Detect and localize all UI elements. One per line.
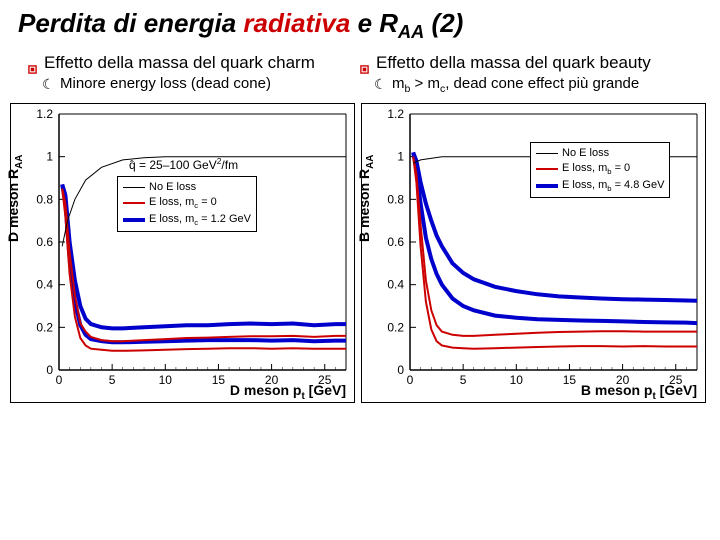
svg-text:0.2: 0.2 — [36, 321, 53, 335]
legend-swatch — [536, 153, 558, 154]
right-note: ☾ mb > mc, dead cone effect più grande — [360, 75, 692, 95]
legend-label: E loss, mb = 0 — [562, 161, 630, 178]
charts-row: 051015202500.20.40.60.811.2D meson RAAD … — [0, 101, 720, 403]
moon-icon: ☾ — [374, 76, 387, 93]
svg-text:0: 0 — [56, 373, 63, 387]
legend-swatch — [536, 184, 558, 188]
svg-text:0: 0 — [397, 363, 404, 377]
legend-label: E loss, mc = 1.2 GeV — [149, 212, 251, 229]
right-heading: Effetto della massa del quark beauty — [360, 53, 692, 73]
svg-text:5: 5 — [460, 373, 467, 387]
svg-text:0.6: 0.6 — [387, 235, 404, 249]
legend-item: No E loss — [536, 146, 664, 161]
y-axis-label: B meson RAA — [356, 155, 376, 242]
svg-text:15: 15 — [563, 373, 577, 387]
d-meson-chart: 051015202500.20.40.60.811.2D meson RAAD … — [10, 103, 355, 403]
title-part3: (2) — [424, 8, 463, 38]
svg-text:15: 15 — [212, 373, 226, 387]
svg-text:0.4: 0.4 — [36, 278, 53, 292]
legend-swatch — [123, 218, 145, 222]
legend-label: No E loss — [149, 180, 196, 195]
left-heading-text: Effetto della massa del quark charm — [44, 53, 315, 72]
chart-legend: No E lossE loss, mb = 0E loss, mb = 4.8 … — [530, 142, 670, 198]
x-axis-label: D meson pt [GeV] — [230, 382, 346, 402]
chart-legend: No E lossE loss, mc = 0E loss, mc = 1.2 … — [117, 176, 257, 232]
legend-swatch — [536, 168, 558, 170]
x-axis-label: B meson pt [GeV] — [581, 382, 697, 402]
svg-text:0: 0 — [407, 373, 414, 387]
legend-item: E loss, mc = 0 — [123, 195, 251, 212]
title-red: radiativa — [243, 8, 350, 38]
svg-text:0.4: 0.4 — [387, 278, 404, 292]
svg-text:1.2: 1.2 — [36, 107, 53, 121]
svg-text:10: 10 — [510, 373, 524, 387]
notes-row: ☾ Minore energy loss (dead cone) ☾ mb > … — [0, 75, 720, 101]
legend-item: E loss, mc = 1.2 GeV — [123, 212, 251, 229]
b-meson-chart: 051015202500.20.40.60.811.2B meson RAAB … — [361, 103, 706, 403]
svg-text:1.2: 1.2 — [387, 107, 404, 121]
title-part2: e R — [350, 8, 398, 38]
title-part1: Perdita di energia — [18, 8, 243, 38]
svg-text:0.2: 0.2 — [387, 321, 404, 335]
svg-text:0: 0 — [46, 363, 53, 377]
y-axis-label: D meson RAA — [5, 155, 25, 242]
svg-text:0.8: 0.8 — [36, 193, 53, 207]
right-note-text: mb > mc, dead cone effect più grande — [392, 75, 639, 92]
svg-text:0.8: 0.8 — [387, 193, 404, 207]
left-note-text: Minore energy loss (dead cone) — [60, 75, 271, 92]
right-heading-text: Effetto della massa del quark beauty — [376, 53, 651, 72]
slide-title: Perdita di energia radiativa e RAA (2) — [0, 0, 720, 49]
left-heading: Effetto della massa del quark charm — [28, 53, 360, 73]
svg-text:0.6: 0.6 — [36, 235, 53, 249]
legend-item: E loss, mb = 4.8 GeV — [536, 178, 664, 195]
title-sub: AA — [398, 22, 424, 42]
qhat-annotation: q̂ = 25–100 GeV2/fm — [129, 156, 238, 172]
legend-label: E loss, mc = 0 — [149, 195, 217, 212]
legend-swatch — [123, 187, 145, 188]
legend-item: E loss, mb = 0 — [536, 161, 664, 178]
legend-swatch — [123, 202, 145, 204]
legend-label: E loss, mb = 4.8 GeV — [562, 178, 664, 195]
legend-label: No E loss — [562, 146, 609, 161]
svg-text:1: 1 — [46, 150, 53, 164]
svg-text:5: 5 — [109, 373, 116, 387]
svg-text:1: 1 — [397, 150, 404, 164]
left-note: ☾ Minore energy loss (dead cone) — [28, 75, 360, 95]
bullet-icon — [28, 59, 37, 68]
bullet-icon — [360, 59, 369, 68]
legend-item: No E loss — [123, 180, 251, 195]
moon-icon: ☾ — [42, 76, 55, 93]
headings-row: Effetto della massa del quark charm Effe… — [0, 49, 720, 75]
svg-text:10: 10 — [159, 373, 173, 387]
